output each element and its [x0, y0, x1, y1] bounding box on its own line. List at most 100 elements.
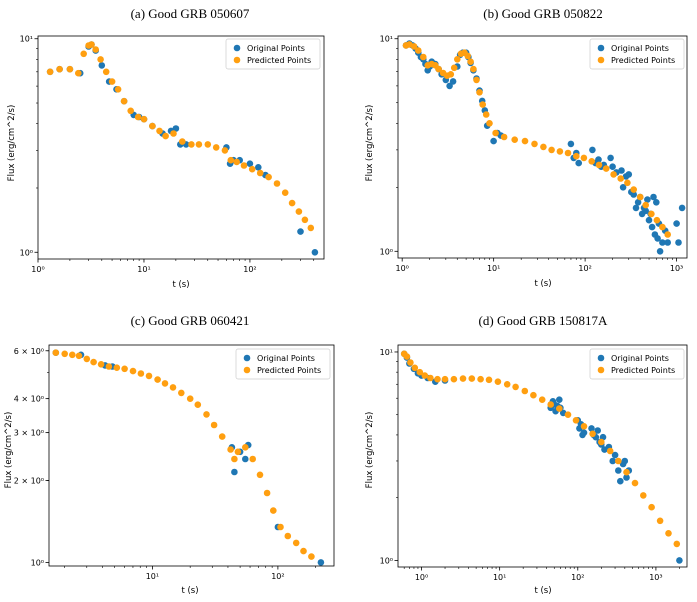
x-tick-label: 10¹ — [493, 573, 506, 582]
predicted-point — [295, 208, 303, 215]
predicted-point — [113, 364, 121, 372]
legend-original-label: Original Points — [611, 354, 669, 363]
x-tick-label: 10² — [571, 573, 584, 582]
x-tick-label: 10¹ — [137, 265, 150, 274]
predicted-point — [156, 127, 163, 135]
legend-predicted-label: Predicted Points — [611, 56, 675, 65]
legend-original-label: Original Points — [247, 44, 305, 53]
predicted-point — [459, 375, 467, 382]
predicted-point — [447, 71, 455, 78]
panel-a: (a) Good GRB 050607 t (s) Flux (erg/cm^2… — [7, 6, 325, 290]
panel-d: (d) Good GRB 150817A t (s) Flux (erg/cm^… — [365, 313, 688, 596]
original-point — [567, 140, 575, 148]
legend-original-label: Original Points — [257, 354, 315, 363]
predicted-point — [602, 165, 610, 172]
predicted-point — [66, 65, 74, 73]
predicted-point — [573, 152, 580, 160]
predicted-point — [129, 367, 137, 375]
predicted-point — [521, 137, 529, 145]
predicted-point — [137, 370, 145, 377]
predicted-point — [623, 468, 630, 476]
original-point — [659, 239, 666, 246]
predicted-point — [256, 471, 264, 479]
original-point — [575, 159, 582, 167]
predicted-point — [482, 111, 490, 118]
predicted-point — [512, 383, 519, 391]
original-point — [254, 164, 262, 171]
original-point — [656, 248, 664, 255]
predicted-point — [673, 540, 681, 548]
predicted-point — [75, 69, 82, 77]
y-tick-label: 3 × 10⁰ — [14, 429, 44, 438]
predicted-point — [411, 364, 419, 372]
predicted-point — [427, 374, 434, 382]
data-points — [46, 41, 319, 256]
original-point — [664, 239, 671, 246]
predicted-point — [656, 517, 664, 525]
legend: Original Points Predicted Points — [225, 38, 321, 70]
predicted-point — [617, 175, 624, 182]
original-point — [317, 559, 325, 566]
predicted-point — [421, 372, 429, 379]
legend-predicted-marker — [243, 366, 251, 374]
axis-ticks: 10⁰ 10¹ 10² 10³ 10⁰ 10¹ — [380, 348, 680, 582]
predicted-point — [580, 423, 588, 430]
predicted-point — [664, 231, 671, 238]
original-point — [676, 557, 683, 564]
predicted-point — [588, 158, 595, 165]
original-point — [675, 239, 682, 246]
data-points — [52, 349, 325, 566]
original-point — [609, 163, 616, 170]
predicted-point — [540, 143, 547, 151]
predicted-point — [640, 492, 647, 499]
y-tick-label: 10⁰ — [31, 558, 44, 567]
original-point — [623, 474, 630, 481]
predicted-point — [403, 353, 411, 360]
predicted-point — [420, 53, 427, 61]
original-point — [98, 62, 106, 69]
predicted-point — [227, 156, 235, 164]
x-tick-label: 10¹ — [146, 572, 159, 581]
predicted-point — [284, 532, 292, 540]
plot-frame — [397, 35, 688, 259]
y-tick-label: 10¹ — [20, 35, 33, 44]
predicted-point — [203, 411, 210, 418]
predicted-point — [492, 129, 499, 137]
original-point — [632, 204, 640, 212]
predicted-point — [435, 65, 442, 73]
predicted-point — [410, 43, 418, 50]
axis-ticks: 10⁰ 10¹ 10² 10⁰ 10¹ — [20, 35, 315, 274]
predicted-point — [249, 455, 256, 463]
data-points — [402, 40, 686, 255]
original-point — [634, 199, 642, 206]
predicted-point — [464, 52, 472, 60]
original-point — [621, 457, 629, 465]
predicted-point — [630, 186, 637, 193]
predicted-point — [624, 179, 631, 187]
original-point — [297, 228, 304, 235]
predicted-point — [531, 140, 538, 148]
plot-frame — [397, 344, 688, 568]
predicted-point — [178, 389, 185, 397]
predicted-point — [149, 122, 156, 130]
predicted-point — [300, 547, 307, 555]
x-axis-label: t (s) — [534, 586, 551, 596]
x-tick-label: 10⁰ — [31, 265, 44, 274]
y-tick-label: 10⁰ — [380, 247, 393, 256]
y-tick-label: 10¹ — [380, 35, 393, 44]
original-point — [648, 223, 656, 231]
predicted-point — [538, 396, 546, 404]
predicted-point — [564, 411, 572, 419]
predicted-point — [210, 421, 218, 429]
original-point — [242, 455, 249, 463]
y-tick-label: 10⁰ — [380, 556, 393, 565]
y-tick-label: 4 × 10⁰ — [14, 395, 44, 404]
predicted-point — [292, 539, 300, 547]
y-axis-label: Flux (erg/cm^2/s) — [4, 412, 14, 489]
predicted-point — [415, 47, 422, 54]
legend-predicted-marker — [597, 56, 605, 64]
predicted-point — [610, 171, 617, 178]
predicted-point — [468, 375, 476, 382]
legend-original-marker — [597, 354, 605, 362]
predicted-point — [194, 401, 202, 409]
